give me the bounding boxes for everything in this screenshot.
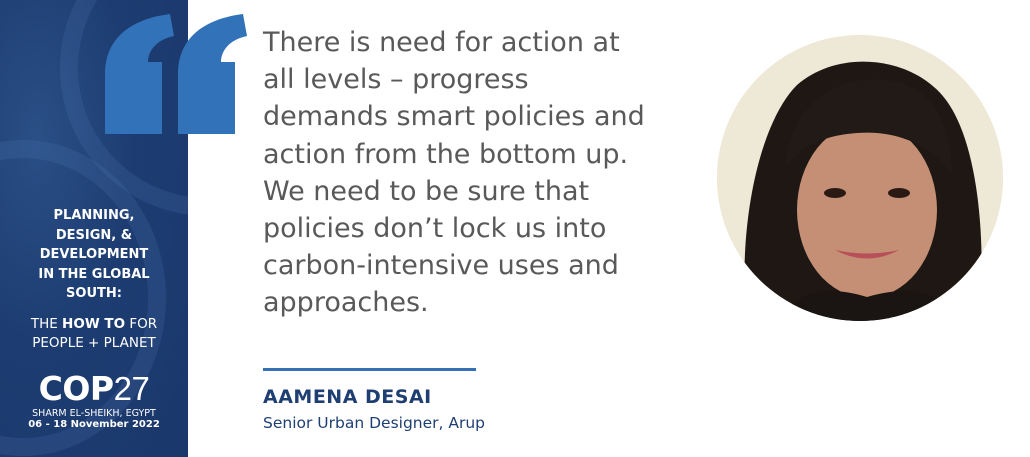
- quote-text: There is need for action at all levels –…: [263, 27, 645, 319]
- cop27-logo: COP27: [38, 369, 150, 408]
- open-quote-icon: [105, 14, 247, 134]
- speaker-role: Senior Urban Designer, Arup: [263, 414, 486, 432]
- event-title: PLANNING, DESIGN, & DEVELOPMENT IN THE G…: [38, 208, 150, 301]
- speaker-photo: [717, 35, 1003, 321]
- event-dates: 06 - 18 November 2022: [28, 419, 160, 430]
- divider: [263, 368, 476, 371]
- speaker-name: AAMENA DESAI: [263, 386, 432, 408]
- event-subtitle: THE HOW TO FOR PEOPLE + PLANET: [30, 316, 158, 351]
- event-location: SHARM EL-SHEIKH, EGYPT: [32, 408, 156, 419]
